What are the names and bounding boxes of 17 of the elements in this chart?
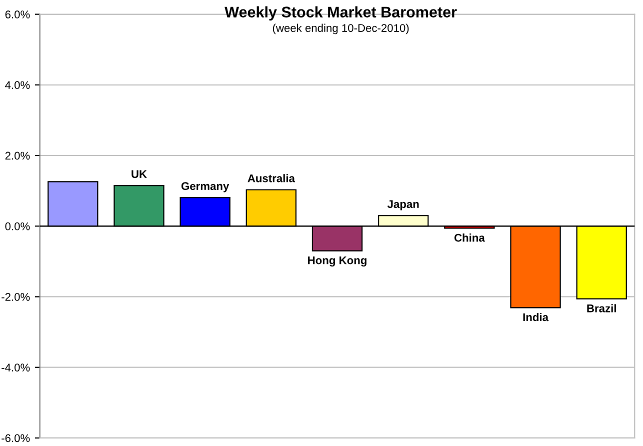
x-tick-label: China — [454, 234, 485, 242]
y-tick-label: 2.0% — [5, 152, 30, 160]
x-tick-label: Brazil — [587, 304, 616, 312]
x-tick-label: Hong Kong — [308, 256, 366, 266]
text: (week ending 10-Dec-2010) — [272, 24, 409, 34]
x-tick-label: Japan — [387, 200, 419, 210]
y-tick-label: -4.0% — [2, 364, 30, 372]
y-tick-label: -6.0% — [2, 434, 30, 442]
y-tick-label: 0.0% — [5, 222, 30, 230]
x-tick-label: UK — [132, 170, 147, 178]
y-tick-label: -2.0% — [2, 293, 30, 301]
x-tick-label: Australia — [248, 174, 296, 182]
x-tick-label: India — [523, 312, 549, 322]
y-tick-label: 6.0% — [5, 10, 30, 18]
chart-title: Weekly Stock Market Barometer — [224, 6, 457, 20]
y-tick-label: 4.0% — [5, 81, 30, 90]
x-tick-label: Germany — [181, 182, 230, 192]
